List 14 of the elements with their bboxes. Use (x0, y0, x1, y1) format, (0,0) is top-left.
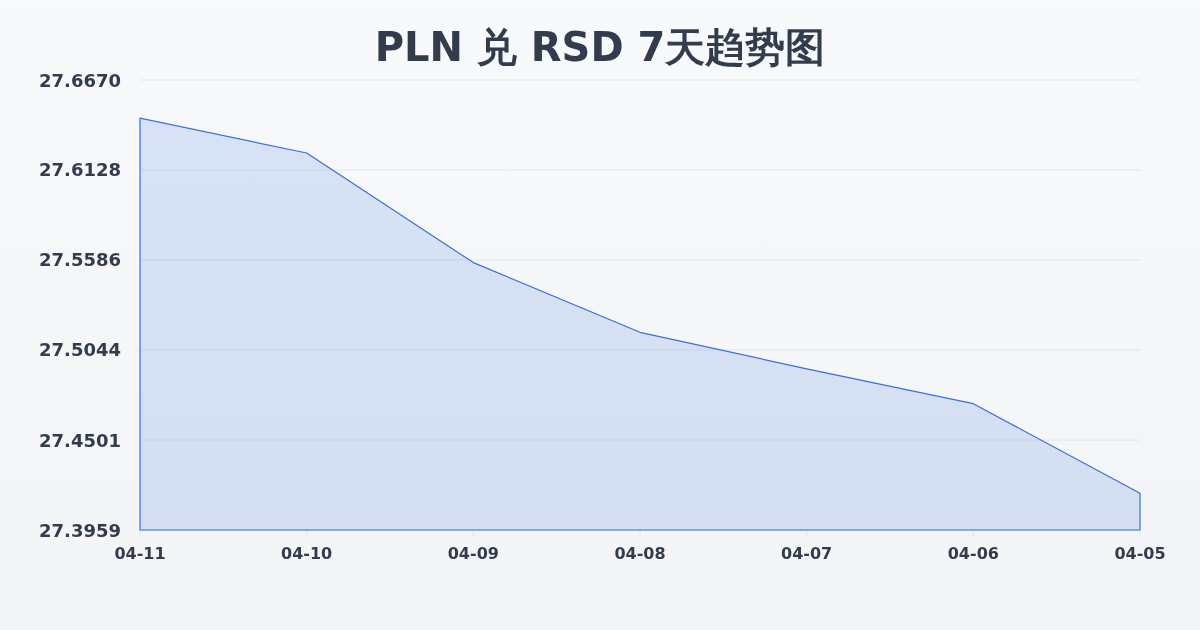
y-tick-label: 27.5044 (39, 339, 121, 361)
x-tick-label: 04-07 (781, 544, 833, 563)
x-tick-label: 04-06 (947, 544, 999, 563)
x-tick-label: 04-09 (447, 544, 499, 563)
y-tick-label: 27.6128 (39, 159, 121, 181)
y-tick-label: 27.4501 (39, 429, 121, 451)
y-tick-label: 27.5586 (39, 249, 121, 271)
y-tick-label: 27.6670 (39, 69, 121, 91)
x-tick-label: 04-11 (114, 544, 166, 563)
chart-title: PLN 兑 RSD 7天趋势图 (374, 24, 826, 70)
x-tick-label: 04-05 (1114, 544, 1166, 563)
y-tick-label: 27.3959 (39, 519, 121, 541)
x-tick-label: 04-08 (614, 544, 666, 563)
x-tick-label: 04-10 (281, 544, 333, 563)
